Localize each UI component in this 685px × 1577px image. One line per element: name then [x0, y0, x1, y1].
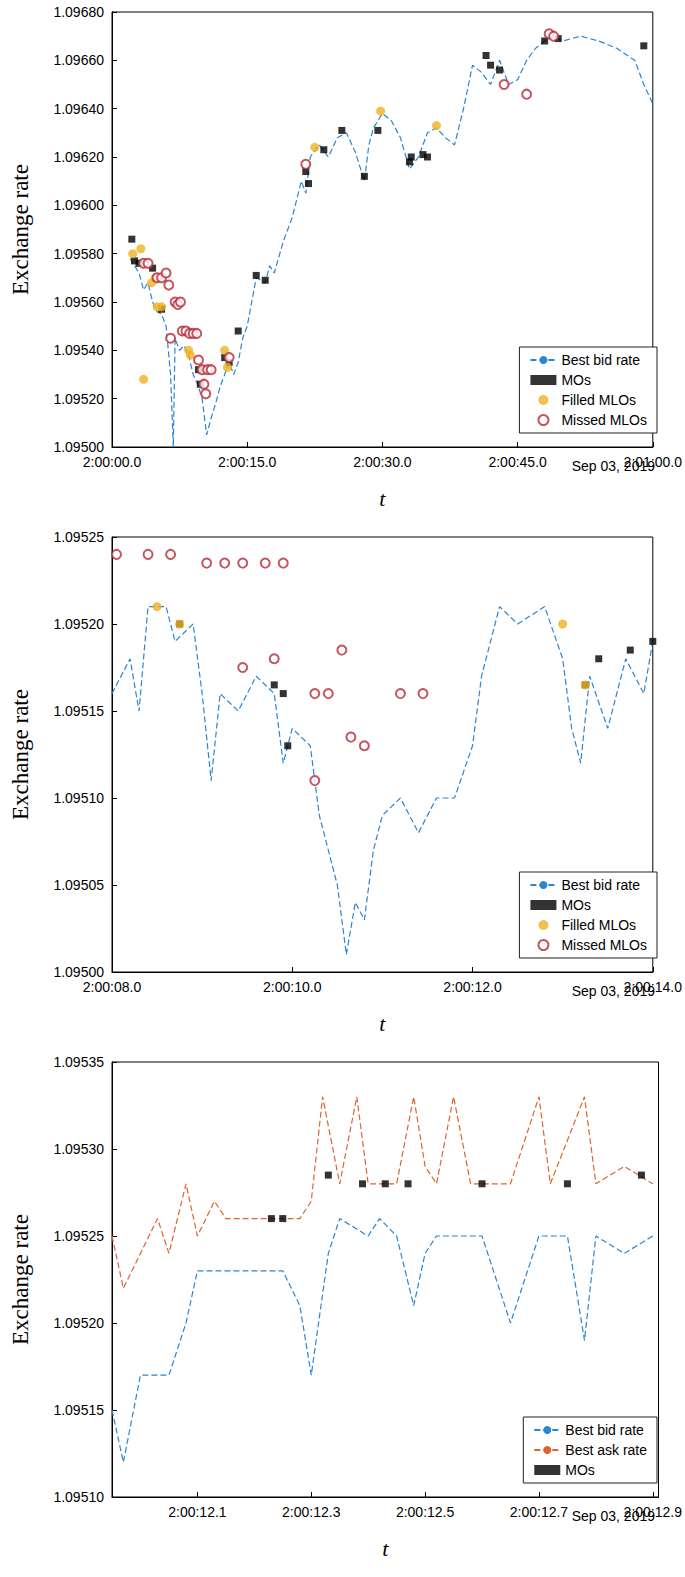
svg-text:1.09660: 1.09660	[53, 52, 104, 68]
svg-text:1.09580: 1.09580	[53, 246, 104, 262]
svg-text:2:00:10.0: 2:00:10.0	[263, 979, 322, 995]
svg-text:1.09515: 1.09515	[53, 1402, 104, 1418]
svg-text:Missed MLOs: Missed MLOs	[561, 412, 647, 428]
svg-text:1.09680: 1.09680	[53, 4, 104, 20]
svg-text:2:00:12.1: 2:00:12.1	[168, 1504, 227, 1520]
svg-text:1.09505: 1.09505	[53, 877, 104, 893]
svg-text:2:00:14.0: 2:00:14.0	[624, 979, 683, 995]
svg-text:2:00:12.7: 2:00:12.7	[510, 1504, 569, 1520]
svg-text:2:01:00.0: 2:01:00.0	[624, 454, 683, 470]
svg-text:2:00:15.0: 2:00:15.0	[218, 454, 277, 470]
svg-text:Best bid rate: Best bid rate	[561, 352, 640, 368]
svg-text:2:00:12.9: 2:00:12.9	[624, 1504, 683, 1520]
svg-text:Exchange rate: Exchange rate	[8, 1214, 33, 1345]
svg-text:1.09500: 1.09500	[53, 964, 104, 980]
svg-text:Best ask rate: Best ask rate	[565, 1442, 647, 1458]
svg-text:t: t	[382, 1536, 389, 1561]
svg-text:2:00:00.0: 2:00:00.0	[83, 454, 142, 470]
svg-text:1.09540: 1.09540	[53, 342, 104, 358]
svg-text:1.09525: 1.09525	[53, 1228, 104, 1244]
svg-text:MOs: MOs	[561, 372, 591, 388]
svg-text:1.09620: 1.09620	[53, 149, 104, 165]
svg-text:1.09640: 1.09640	[53, 101, 104, 117]
svg-text:MOs: MOs	[565, 1462, 595, 1478]
svg-text:2:00:30.0: 2:00:30.0	[353, 454, 412, 470]
svg-text:2:00:08.0: 2:00:08.0	[83, 979, 142, 995]
svg-text:2:00:45.0: 2:00:45.0	[488, 454, 547, 470]
svg-text:1.09515: 1.09515	[53, 703, 104, 719]
svg-text:2:00:12.5: 2:00:12.5	[396, 1504, 455, 1520]
svg-text:MOs: MOs	[561, 897, 591, 913]
svg-text:Best bid rate: Best bid rate	[565, 1422, 644, 1438]
svg-text:Missed MLOs: Missed MLOs	[561, 937, 647, 953]
svg-text:1.09600: 1.09600	[53, 197, 104, 213]
svg-text:Exchange rate: Exchange rate	[8, 689, 33, 820]
svg-text:1.09520: 1.09520	[53, 391, 104, 407]
svg-text:1.09530: 1.09530	[53, 1141, 104, 1157]
svg-text:Sep 03, 2019: Sep 03, 2019	[571, 983, 655, 999]
svg-text:1.09520: 1.09520	[53, 616, 104, 632]
svg-text:Filled MLOs: Filled MLOs	[561, 392, 636, 408]
svg-text:1.09510: 1.09510	[53, 1489, 104, 1505]
svg-text:1.09525: 1.09525	[53, 529, 104, 545]
svg-text:1.09510: 1.09510	[53, 790, 104, 806]
svg-text:t: t	[379, 486, 386, 511]
svg-text:1.09500: 1.09500	[53, 439, 104, 455]
svg-text:1.09560: 1.09560	[53, 294, 104, 310]
svg-text:Sep 03, 2019: Sep 03, 2019	[571, 458, 655, 474]
svg-text:Exchange rate: Exchange rate	[8, 164, 33, 295]
svg-text:Sep 03, 2019: Sep 03, 2019	[571, 1508, 655, 1524]
svg-text:2:00:12.0: 2:00:12.0	[443, 979, 502, 995]
svg-text:Best bid rate: Best bid rate	[561, 877, 640, 893]
svg-text:1.09535: 1.09535	[53, 1054, 104, 1070]
svg-text:1.09520: 1.09520	[53, 1315, 104, 1331]
svg-text:2:00:12.3: 2:00:12.3	[282, 1504, 341, 1520]
svg-text:t: t	[379, 1011, 386, 1036]
svg-text:Filled MLOs: Filled MLOs	[561, 917, 636, 933]
